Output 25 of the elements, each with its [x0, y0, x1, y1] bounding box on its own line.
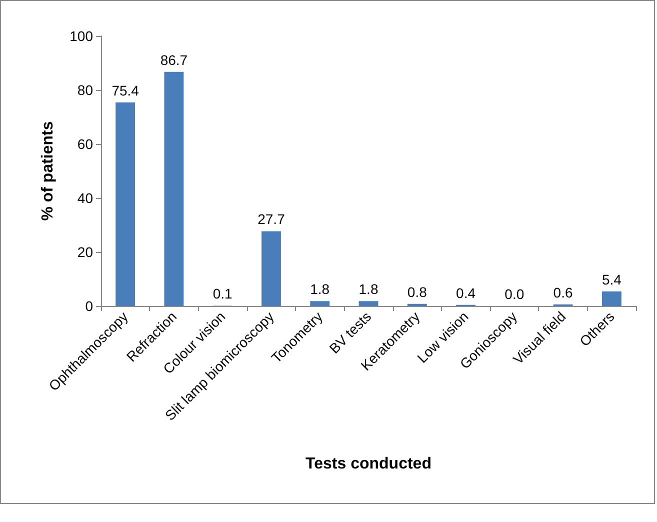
data-label: 1.8	[358, 281, 378, 298]
data-label: 0.0	[504, 286, 524, 302]
data-label: 86.7	[160, 52, 188, 68]
bar	[164, 72, 184, 306]
data-label: 0.8	[407, 284, 428, 300]
y-tick-label: 80	[77, 82, 94, 98]
data-label: 0.6	[553, 284, 573, 300]
data-label: 27.7	[258, 211, 286, 228]
y-tick-label: 40	[77, 190, 94, 206]
data-label: 0.4	[456, 284, 476, 301]
bar	[116, 102, 136, 306]
data-label: 0.1	[212, 286, 233, 302]
data-label: 75.4	[112, 82, 140, 98]
data-label: 5.4	[602, 271, 622, 288]
data-label: 1.8	[310, 281, 330, 298]
y-tick-label: 20	[77, 244, 94, 260]
bar	[602, 291, 622, 306]
y-tick-label: 100	[70, 28, 94, 44]
bar	[310, 301, 330, 306]
y-tick-label: 60	[77, 136, 94, 152]
bar	[358, 301, 378, 306]
x-axis-title: Tests conducted	[306, 456, 432, 472]
y-tick-label: 0	[85, 298, 94, 314]
y-axis-title: % of patients	[40, 121, 56, 221]
bar	[262, 231, 281, 306]
